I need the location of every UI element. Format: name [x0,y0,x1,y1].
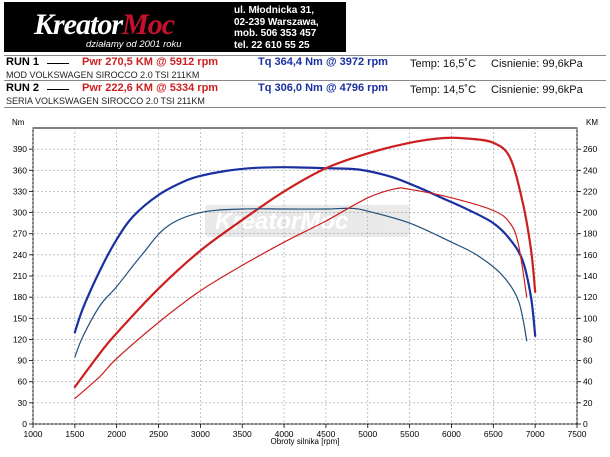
run2-pressure: Cisnienie: 99,6kPa [491,84,583,96]
x-tick-label: 1500 [65,429,84,439]
y-tick-label-right: 60 [583,356,593,366]
separator-line [4,107,606,108]
x-tick-label: 6000 [442,429,461,439]
y-tick-label-right: 20 [583,398,593,408]
watermark-plate [205,205,410,237]
x-tick-label: 2500 [149,429,168,439]
run2-torque: Tq 306,0 Nm @ 4796 rpm [258,82,388,94]
y-tick-label-left: 120 [13,334,27,344]
y-tick-label-right: 160 [583,250,597,260]
run2-line-sample [47,89,69,90]
run2-description: SERIA VOLKSWAGEN SIROCCO 2.0 TSI 211KM [6,96,205,106]
x-tick-label: 5000 [358,429,377,439]
y-tick-label-left: 330 [13,186,27,196]
contact-address: ul. Młodnicka 31, 02-239 Warszawa, mob. … [234,5,344,51]
run2-temp: Temp: 14,5˚C [410,84,477,96]
x-tick-label: 3000 [191,429,210,439]
address-line: 02-239 Warszawa, [234,16,319,28]
y-tick-label-right: 80 [583,334,593,344]
y-tick-label-right: 120 [583,292,597,302]
run2-power: Pwr 222,6 KM @ 5334 rpm [82,82,219,94]
run2-label: RUN 2 [6,82,40,94]
logo-wordmark: KreatorMoc [34,8,175,41]
run1-power: Pwr 270,5 KM @ 5912 rpm [82,56,219,68]
x-tick-label: 6500 [484,429,503,439]
separator-line [4,80,606,81]
y-tick-label-left: 0 [22,419,27,429]
separator-line [4,55,606,56]
y-tick-label-left: 150 [13,313,27,323]
y-tick-label-right: 180 [583,229,597,239]
company-logo: KreatorMoc działamy od 2001 roku ul. Mło… [4,2,346,52]
run1-torque-curve [73,166,537,337]
x-tick-label: 7500 [568,429,587,439]
y-tick-label-right: 100 [583,313,597,323]
run1-description: MOD VOLKSWAGEN SIROCCO 2.0 TSI 211KM [6,70,200,80]
address-line: ul. Młodnicka 31, [234,5,315,16]
y-tick-label-left: 390 [13,144,27,154]
x-tick-label: 5500 [400,429,419,439]
y-tick-label-left: 180 [13,292,27,302]
dyno-chart: KreatorMoc 1000 1500 2000 2500 3000 3500 4000 4… [12,118,598,446]
run1-power-curve [73,136,537,389]
x-tick-label: 4500 [316,429,335,439]
address-line: mob. 506 353 457 [234,28,317,39]
x-tick-label: 2000 [107,429,126,439]
x-tick-label: 3500 [233,429,252,439]
y-tick-label-left: 360 [13,165,27,175]
run1-torque: Tq 364,4 Nm @ 3972 rpm [258,56,388,68]
watermark-text: KreatorMoc [215,208,348,235]
y-tick-label-right: 0 [583,419,588,429]
y-axis-left-label: Nm [12,118,25,127]
y-tick-label-right: 40 [583,377,593,387]
run1-line-sample [47,63,69,64]
y-tick-label-right: 240 [583,165,597,175]
y-tick-label-left: 240 [13,250,27,260]
y-tick-label-left: 90 [18,356,28,366]
y-axis-right-label: KM [586,118,598,127]
run1-label: RUN 1 [6,56,40,68]
y-tick-label-left: 210 [13,271,27,281]
y-tick-label-left: 300 [13,208,27,218]
y-tick-label-left: 270 [13,229,27,239]
y-tick-label-left: 30 [18,398,28,408]
x-tick-label: 4000 [275,429,294,439]
y-tick-label-right: 220 [583,186,597,196]
x-tick-label: 1000 [24,429,43,439]
run1-pressure: Cisnienie: 99,6kPa [491,58,583,70]
run1-temp: Temp: 16,5˚C [410,58,477,70]
y-tick-label-right: 260 [583,144,597,154]
address-line: tel. 22 610 55 25 [234,39,310,51]
y-tick-label-left: 60 [18,377,28,387]
x-axis-label: Obroty silnika [rpm] [271,437,340,446]
y-tick-label-right: 140 [583,271,597,281]
run2-power-curve [74,187,528,400]
logo-tagline: działamy od 2001 roku [86,39,182,50]
x-tick-label: 7000 [526,429,545,439]
y-tick-label-right: 200 [583,208,597,218]
run2-torque-curve [74,207,528,358]
